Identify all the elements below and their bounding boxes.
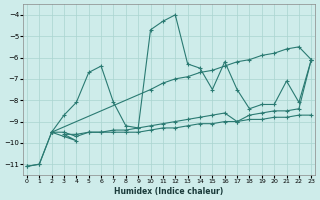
X-axis label: Humidex (Indice chaleur): Humidex (Indice chaleur): [115, 187, 224, 196]
